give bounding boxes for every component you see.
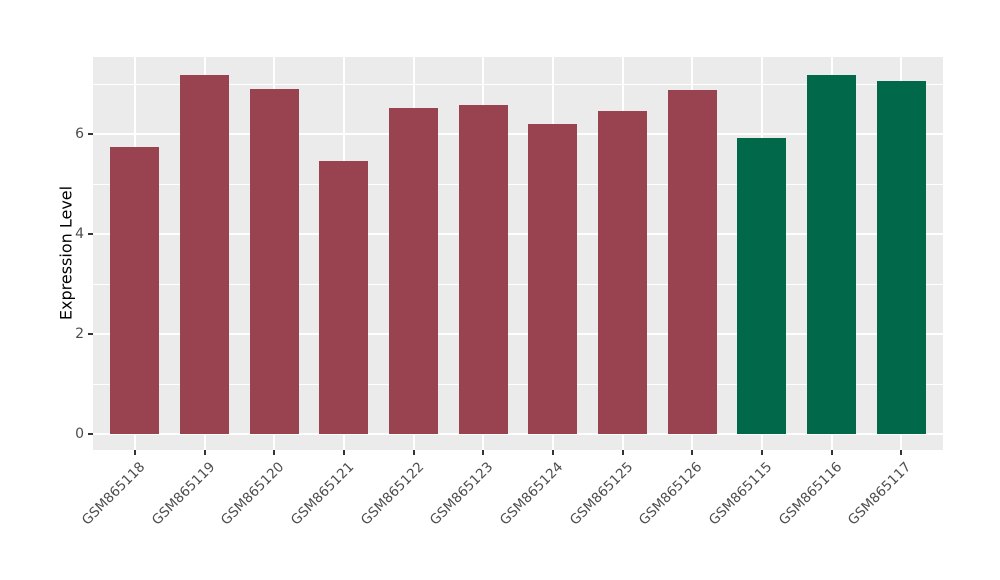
major-gridline — [93, 432, 943, 435]
bar-GSM865120 — [249, 88, 299, 434]
bar-GSM865115 — [737, 138, 787, 434]
y-tick-label: 6 — [75, 125, 84, 142]
y-tick-mark — [88, 332, 93, 335]
bar-GSM865123 — [458, 104, 508, 434]
x-tick-mark — [551, 450, 554, 455]
x-tick-mark — [482, 450, 485, 455]
bar-GSM865124 — [528, 123, 578, 434]
minor-gridline — [93, 183, 943, 185]
bar-GSM865125 — [598, 110, 647, 434]
bar-GSM865121 — [319, 161, 369, 434]
minor-gridline — [93, 83, 943, 85]
plot-panel — [93, 57, 943, 450]
bar-GSM865118 — [110, 147, 160, 434]
bar-GSM865116 — [807, 75, 856, 434]
major-gridline — [93, 332, 943, 335]
y-axis-title: Expression Level — [56, 185, 76, 321]
x-tick-mark — [621, 450, 624, 455]
x-tick-mark — [412, 450, 415, 455]
bar-GSM865126 — [667, 90, 717, 434]
x-tick-mark — [830, 450, 833, 455]
y-tick-mark — [88, 432, 93, 435]
major-gridline — [93, 132, 943, 135]
x-tick-mark — [760, 450, 763, 455]
x-tick-mark — [203, 450, 206, 455]
minor-gridline — [93, 283, 943, 285]
minor-gridline — [93, 383, 943, 385]
y-tick-mark — [88, 132, 93, 135]
y-tick-label: 4 — [75, 225, 84, 242]
x-tick-mark — [691, 450, 694, 455]
major-gridline — [93, 232, 943, 235]
bar-GSM865122 — [389, 107, 438, 434]
bar-GSM865117 — [876, 80, 926, 434]
bar-GSM865119 — [180, 75, 229, 434]
x-tick-mark — [342, 450, 345, 455]
x-tick-mark — [133, 450, 136, 455]
x-tick-mark — [273, 450, 276, 455]
y-tick-label: 2 — [75, 325, 84, 342]
y-tick-mark — [88, 232, 93, 235]
x-tick-mark — [900, 450, 903, 455]
y-tick-label: 0 — [75, 425, 84, 442]
